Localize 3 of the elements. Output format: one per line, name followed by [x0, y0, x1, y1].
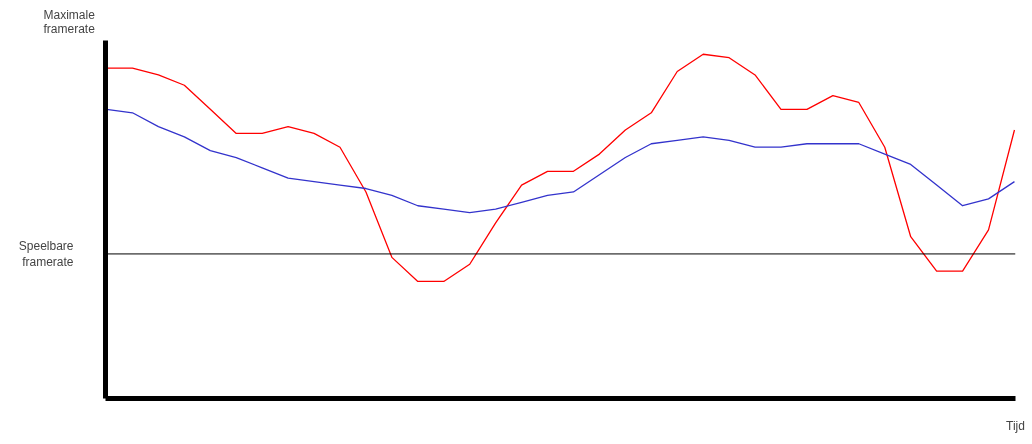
text: Maximale framerate	[43, 7, 96, 36]
x-axis-title: Tijd	[1006, 418, 1025, 433]
ref-line-label: Speelbare framerate	[18, 238, 74, 270]
